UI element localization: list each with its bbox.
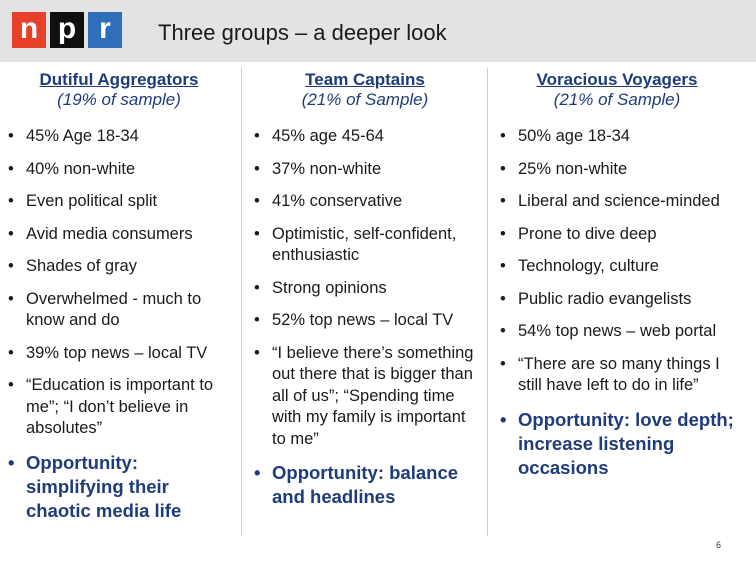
column-title: Team Captains — [305, 70, 425, 89]
page-title: Three groups – a deeper look — [158, 20, 447, 45]
column-divider — [241, 68, 242, 536]
bullet-item: 40% non-white — [0, 159, 238, 181]
bullet-item: “I believe there’s something out there t… — [246, 343, 484, 451]
logo-letter-p: p — [50, 12, 84, 48]
bullet-item: Liberal and science-minded — [492, 191, 742, 213]
column-voracious-voyagers: Voracious Voyagers (21% of Sample) 50% a… — [492, 70, 742, 491]
opportunity-bullet: Opportunity: love depth; increase listen… — [492, 408, 742, 480]
bullet-item: Optimistic, self-confident, enthusiastic — [246, 224, 484, 267]
bullet-item: Public radio evangelists — [492, 289, 742, 311]
column-team-captains: Team Captains (21% of Sample) 45% age 45… — [246, 70, 484, 520]
bullet-item: Strong opinions — [246, 278, 484, 300]
bullet-list: 50% age 18-34 25% non-white Liberal and … — [492, 126, 742, 480]
bullet-item: Avid media consumers — [0, 224, 238, 246]
opportunity-bullet: Opportunity: balance and headlines — [246, 461, 484, 509]
logo-letter-n: n — [12, 12, 46, 48]
column-title: Voracious Voyagers — [536, 70, 698, 89]
bullet-item: 54% top news – web portal — [492, 321, 742, 343]
npr-logo: n p r — [12, 12, 122, 48]
bullet-item: 41% conservative — [246, 191, 484, 213]
bullet-item: “Education is important to me”; “I don’t… — [0, 375, 238, 440]
column-title: Dutiful Aggregators — [39, 70, 199, 89]
bullet-item: 39% top news – local TV — [0, 343, 238, 365]
bullet-list: 45% Age 18-34 40% non-white Even politic… — [0, 126, 238, 523]
column-dutiful-aggregators: Dutiful Aggregators (19% of sample) 45% … — [0, 70, 238, 534]
bullet-item: “There are so many things I still have l… — [492, 354, 742, 397]
column-header: Voracious Voyagers (21% of Sample) — [492, 70, 742, 110]
bullet-item: Prone to dive deep — [492, 224, 742, 246]
column-subtitle: (19% of sample) — [57, 90, 181, 109]
bullet-item: Even political split — [0, 191, 238, 213]
page-number: 6 — [716, 540, 722, 550]
column-divider — [487, 68, 488, 536]
bullet-item: 45% age 45-64 — [246, 126, 484, 148]
logo-letter-r: r — [88, 12, 122, 48]
bullet-item: Shades of gray — [0, 256, 238, 278]
bullet-item: 37% non-white — [246, 159, 484, 181]
opportunity-bullet: Opportunity: simplifying their chaotic m… — [0, 451, 238, 523]
bullet-item: 50% age 18-34 — [492, 126, 742, 148]
bullet-item: 25% non-white — [492, 159, 742, 181]
bullet-item: Overwhelmed - much to know and do — [0, 289, 238, 332]
bullet-item: 52% top news – local TV — [246, 310, 484, 332]
column-header: Dutiful Aggregators (19% of sample) — [0, 70, 238, 110]
bullet-item: 45% Age 18-34 — [0, 126, 238, 148]
column-subtitle: (21% of Sample) — [301, 90, 429, 109]
column-header: Team Captains (21% of Sample) — [246, 70, 484, 110]
bullet-list: 45% age 45-64 37% non-white 41% conserva… — [246, 126, 484, 509]
column-subtitle: (21% of Sample) — [553, 90, 681, 109]
bullet-item: Technology, culture — [492, 256, 742, 278]
header-band: n p r Three groups – a deeper look — [0, 0, 756, 62]
